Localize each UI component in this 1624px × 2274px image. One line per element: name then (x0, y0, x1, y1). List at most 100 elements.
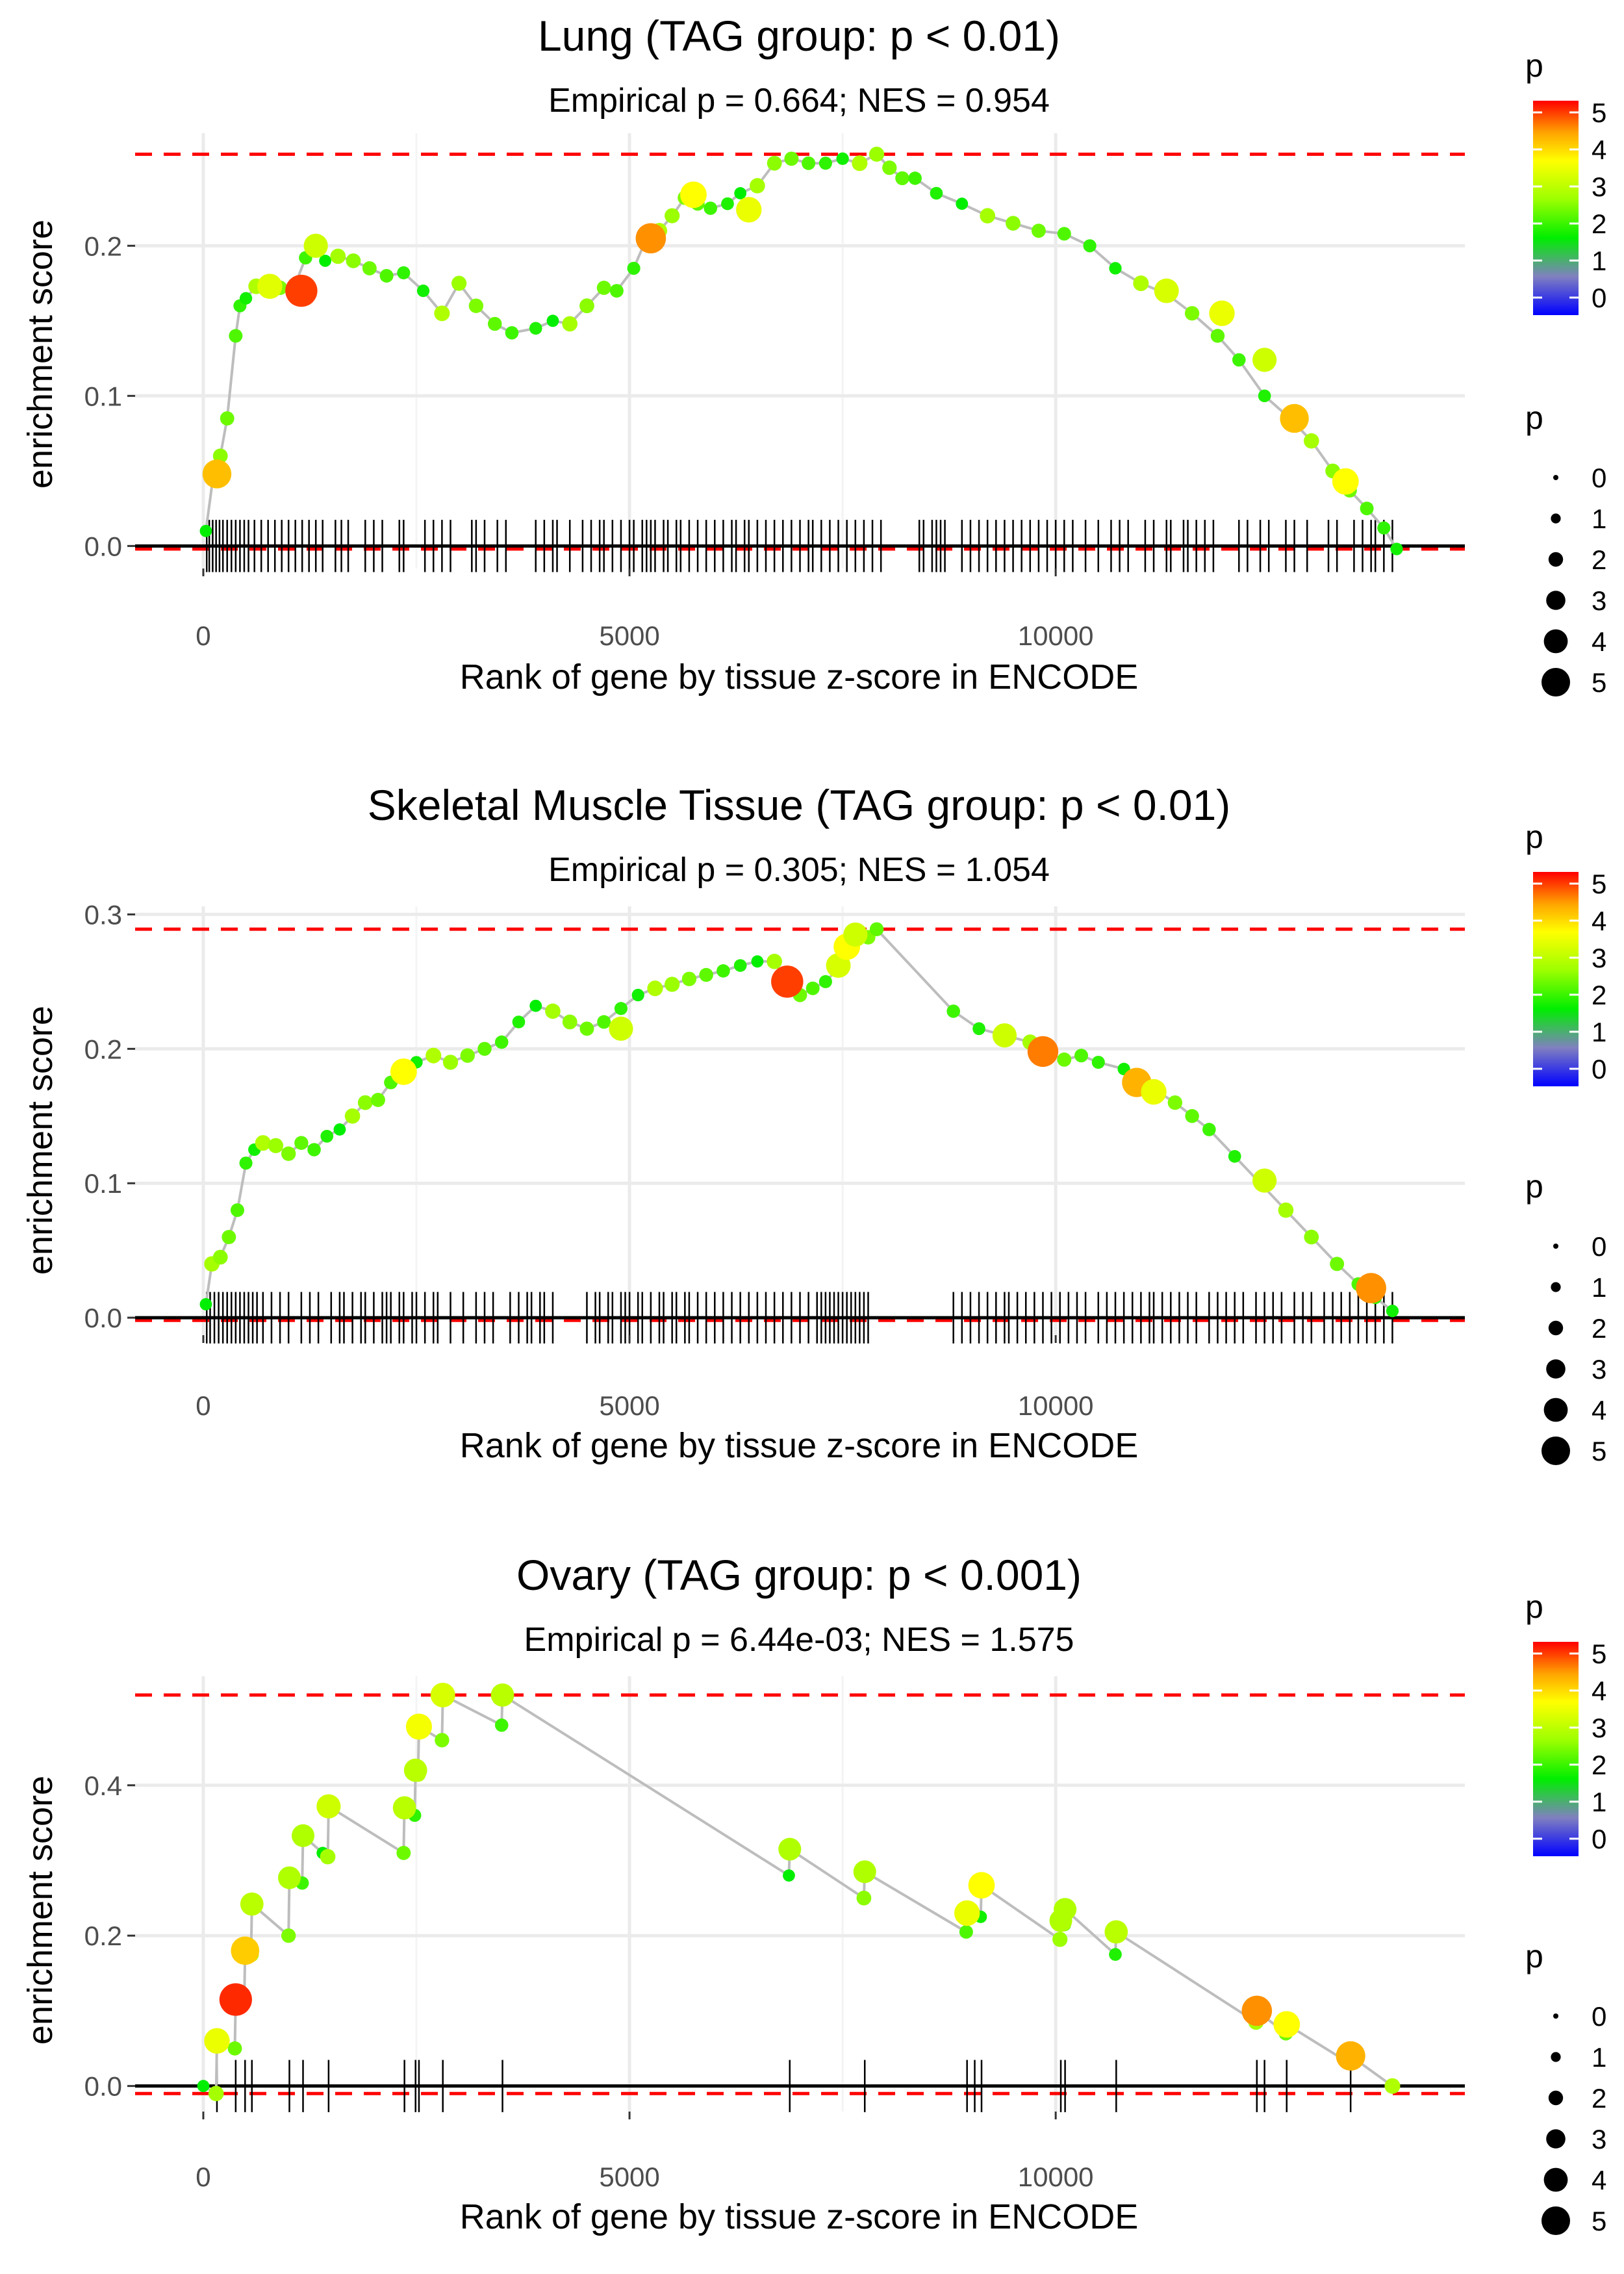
color-legend-label: 1 (1592, 1787, 1606, 1817)
legend-color-title: p (1525, 47, 1543, 84)
color-legend-label: 5 (1592, 1639, 1606, 1669)
es-point (320, 1129, 334, 1143)
highlighted-point (1241, 1995, 1273, 2026)
highlighted-point (771, 965, 804, 998)
size-legend-label: 4 (1592, 2165, 1606, 2195)
es-point (784, 151, 799, 166)
es-point (268, 1138, 284, 1153)
chart-title: Skeletal Muscle Tissue (TAG group: p < 0… (368, 781, 1231, 829)
highlighted-point (853, 1860, 876, 1884)
es-point (199, 524, 212, 537)
es-point (783, 1869, 795, 1882)
highlighted-point (1280, 403, 1309, 433)
legend-size-title: p (1525, 1938, 1543, 1974)
highlighted-point (736, 197, 762, 223)
es-point (980, 208, 995, 224)
highlighted-point (405, 1713, 432, 1740)
size-legend-label: 1 (1592, 504, 1606, 534)
legend-size: p 0 1 2 3 4 5 (1525, 1168, 1606, 1466)
es-point (1304, 1229, 1319, 1245)
size-legend-dot (1543, 1398, 1568, 1422)
es-point (546, 314, 559, 327)
highlighted-point (992, 1023, 1017, 1048)
es-point (806, 981, 820, 995)
es-point (379, 268, 394, 283)
color-legend-label: 3 (1592, 943, 1606, 973)
size-legend-dot (1543, 629, 1568, 654)
color-legend-label: 2 (1592, 980, 1606, 1010)
highlighted-point (635, 223, 666, 254)
plot-area: 0.0 0.1 0.2 0.3 0 5000 10000 (84, 899, 1465, 1421)
size-legend-label: 1 (1592, 2042, 1606, 2073)
x-axis-label: Rank of gene by tissue z-score in ENCODE (460, 2197, 1138, 2236)
es-point (477, 1041, 492, 1056)
highlighted-point (1252, 1168, 1277, 1193)
size-legend-dot (1553, 2013, 1558, 2019)
es-point (529, 322, 542, 335)
es-point (750, 178, 765, 194)
es-point (416, 284, 430, 298)
es-point (562, 1014, 577, 1030)
es-point (1109, 1948, 1122, 1961)
es-line (202, 1693, 1393, 2096)
x-tick-label: 10000 (1018, 1390, 1094, 1421)
es-point (1031, 224, 1046, 238)
y-tick-label: 0.4 (84, 1770, 122, 1801)
es-point (1278, 1202, 1294, 1218)
size-legend-dot (1551, 513, 1561, 524)
highlighted-point (609, 1016, 633, 1041)
es-point (197, 2080, 210, 2093)
size-legend-dot (1542, 668, 1570, 696)
legend-size-title: p (1525, 400, 1543, 436)
es-point (1184, 306, 1200, 321)
x-tick-label: 10000 (1018, 620, 1094, 651)
es-point (699, 967, 713, 982)
plot-area: 0.0 0.1 0.2 0 5000 10000 (84, 133, 1465, 651)
highlighted-point (1027, 1036, 1059, 1067)
es-point (882, 160, 897, 175)
y-tick-label: 0.1 (84, 381, 122, 411)
color-bar (1533, 872, 1579, 1086)
color-bar (1533, 1642, 1579, 1856)
es-point (294, 1136, 309, 1150)
highlighted-point (1054, 1898, 1077, 1921)
highlighted-point (1273, 2011, 1300, 2038)
legend-size-title: p (1525, 1168, 1543, 1205)
legend-size: p 0 1 2 3 4 5 (1525, 1938, 1606, 2236)
highlighted-point (778, 1837, 802, 1861)
es-point (1377, 521, 1391, 535)
highlighted-point (240, 1892, 264, 1916)
color-bar (1533, 101, 1579, 315)
es-point (1330, 1257, 1345, 1271)
size-legend-dot (1553, 1244, 1558, 1249)
es-point (230, 1203, 244, 1218)
es-point (972, 1022, 985, 1036)
size-legend-label: 3 (1592, 1354, 1606, 1385)
es-point (959, 1924, 973, 1939)
es-point (1057, 227, 1071, 241)
highlighted-point (1336, 2041, 1365, 2071)
es-point (665, 208, 680, 224)
es-point (1057, 1052, 1072, 1067)
es-point (239, 292, 253, 305)
es-point (1360, 502, 1374, 516)
size-legend-label: 0 (1592, 463, 1606, 493)
es-point (307, 1143, 321, 1156)
es-point (1228, 1149, 1241, 1163)
y-tick-label: 0.1 (84, 1168, 122, 1199)
highlighted-point (1209, 300, 1235, 326)
panel-ovary: 0.0 0.2 0.4 0 5000 10000 Ovary (TAG group: p … (21, 1551, 1606, 2236)
chart-subtitle: Empirical p = 6.44e-03; NES = 1.575 (524, 1621, 1074, 1659)
es-point (818, 157, 832, 170)
es-point (494, 1718, 509, 1732)
size-legend-dot (1546, 2129, 1566, 2149)
x-tick-label: 5000 (599, 2162, 659, 2192)
es-point (818, 975, 832, 988)
size-legend-dot (1553, 475, 1558, 480)
highlighted-point (231, 1936, 260, 1965)
es-point (869, 922, 884, 936)
x-tick-label: 10000 (1018, 2162, 1094, 2192)
size-legend-dot (1546, 1359, 1566, 1379)
color-legend-label: 5 (1592, 97, 1606, 128)
